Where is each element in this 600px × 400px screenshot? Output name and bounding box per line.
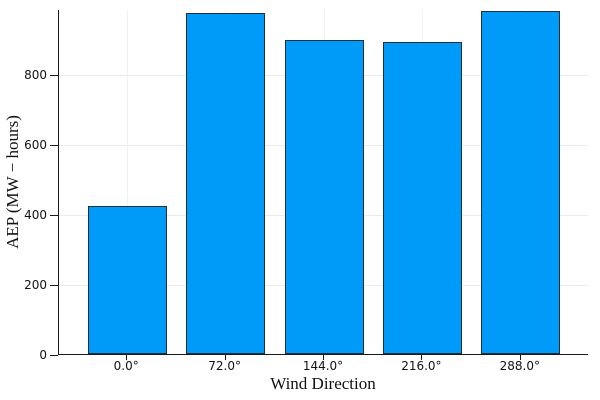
y-tick-label: 600 (24, 138, 47, 153)
y-tick-mark (50, 214, 58, 216)
x-axis-label: Wind Direction (270, 374, 376, 393)
y-tick-label: 0 (39, 348, 47, 362)
y-tick-label: 800 (24, 68, 47, 83)
x-tick-mark (224, 355, 226, 360)
x-tick-label: 144.0° (302, 359, 344, 373)
y-tick-mark (50, 284, 58, 286)
x-tick-mark (323, 355, 324, 360)
x-tick-mark (126, 355, 128, 360)
bar-144.0° (284, 40, 364, 354)
x-tick-label: 0.0° (113, 359, 139, 373)
x-tick-mark (519, 355, 521, 360)
y-tick-mark (50, 354, 58, 356)
y-tick-mark (50, 74, 58, 76)
x-tick-label: 216.0° (401, 359, 442, 373)
x-tick-label: 288.0° (499, 359, 540, 373)
gridline-vertical (126, 10, 128, 354)
y-tick-label: 200 (24, 278, 47, 293)
plot-area (58, 10, 588, 355)
y-tick-label: 400 (24, 208, 47, 223)
bar-72.0° (186, 13, 266, 354)
bar-288.0° (481, 11, 561, 354)
y-axis-label: AEP (MW − hours) (3, 115, 22, 249)
x-tick-mark (421, 355, 423, 360)
bar-0.0° (87, 206, 167, 354)
bar-216.0° (382, 42, 462, 354)
y-tick-mark (50, 144, 58, 146)
x-tick-label: 72.0° (208, 359, 241, 373)
